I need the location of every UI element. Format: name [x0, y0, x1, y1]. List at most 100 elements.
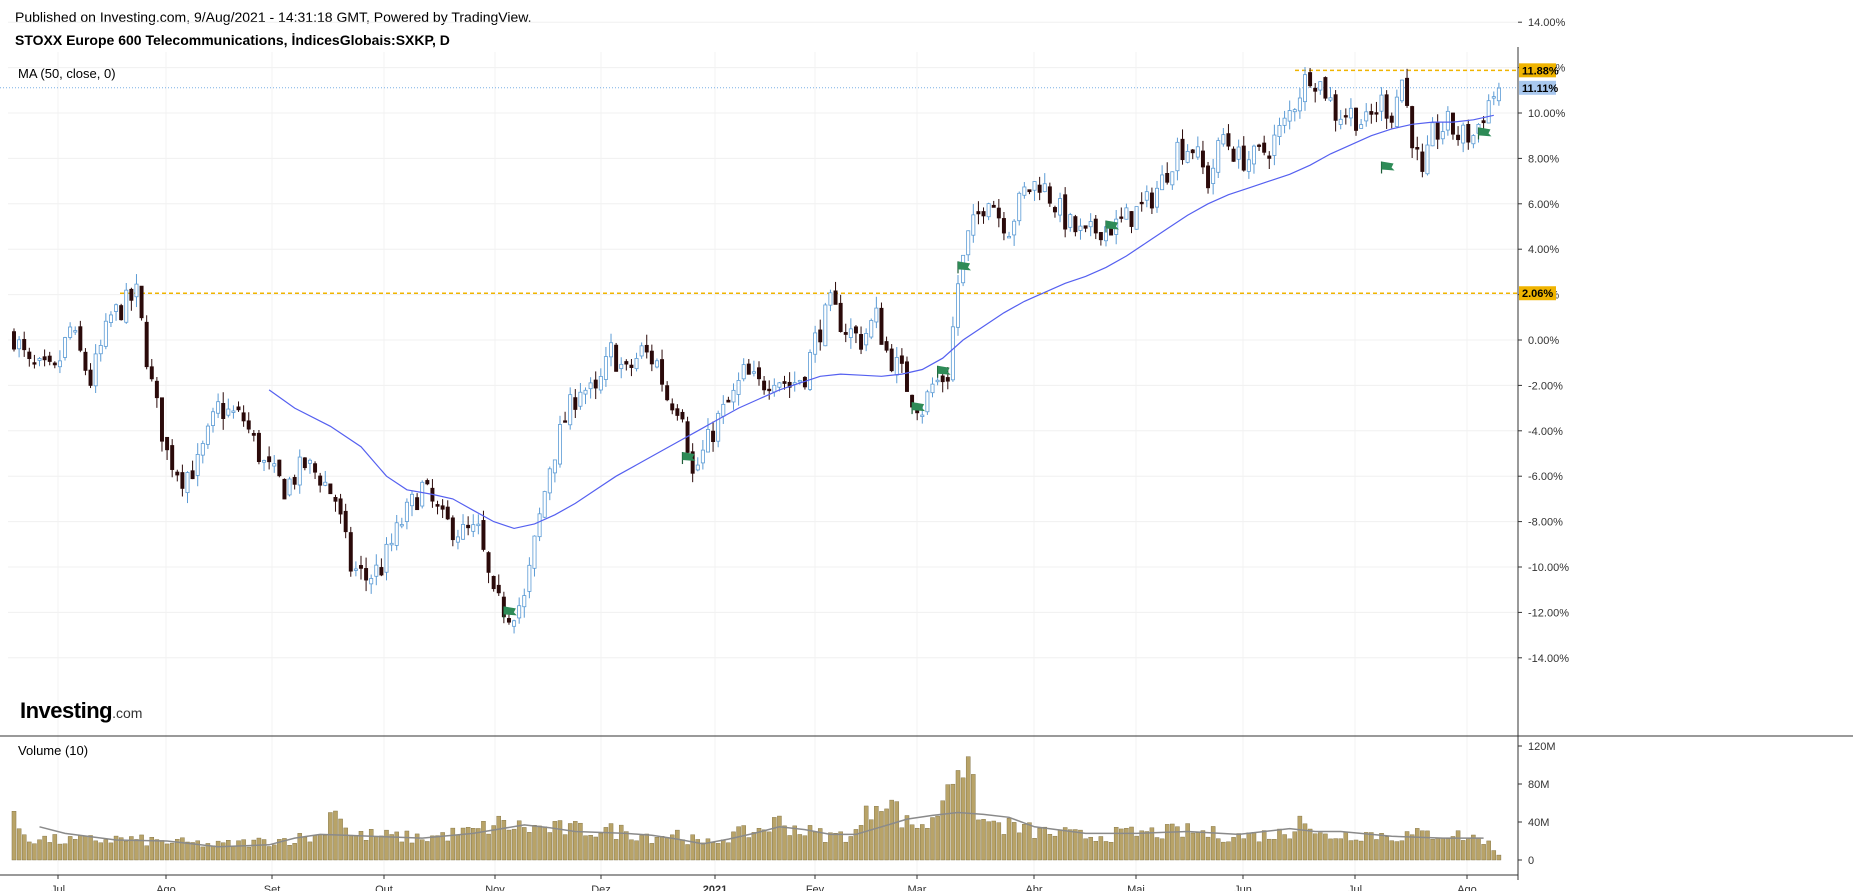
volume-bar [506, 829, 512, 861]
candle [389, 533, 394, 552]
volume-bar [215, 840, 221, 861]
candle [654, 358, 659, 369]
candle-body [394, 522, 399, 546]
last-price-tag-bg [1519, 80, 1556, 95]
volume-bar [384, 829, 389, 861]
candle [563, 411, 568, 423]
candle [27, 347, 32, 367]
volume-bar [486, 833, 491, 861]
volume-bar [552, 821, 558, 861]
candle-body [1262, 142, 1267, 153]
candle-body [1384, 94, 1389, 119]
candle-body [496, 584, 501, 594]
candle-body [966, 230, 971, 256]
candle-body [506, 618, 511, 623]
volume-bar [1073, 829, 1078, 861]
volume-bar [1144, 831, 1150, 861]
volume-bar [93, 840, 98, 861]
candle-body [1098, 232, 1103, 241]
candle [1374, 101, 1379, 123]
candle [879, 302, 884, 345]
volume-bar [812, 831, 818, 861]
candle [609, 333, 614, 367]
candle-body [144, 321, 149, 368]
volume-bars [11, 756, 1502, 861]
volume-bar [419, 839, 425, 861]
candle-body [1022, 186, 1027, 196]
candle-body [338, 498, 343, 515]
candle [410, 490, 414, 517]
candle [190, 460, 195, 480]
volume-bar [833, 833, 838, 861]
volume-study-label[interactable]: Volume (10) [18, 743, 89, 758]
candle [1027, 189, 1032, 195]
candle [420, 480, 425, 509]
candle [726, 396, 731, 403]
candle [481, 510, 486, 552]
ma-study-label[interactable]: MA (50, close, 0) [18, 66, 116, 81]
candle [568, 387, 573, 430]
candle-body [736, 380, 741, 395]
published-header: Published on Investing.com, 9/Aug/2021 -… [15, 9, 532, 25]
volume-bar [358, 831, 364, 861]
volume-bar [78, 835, 83, 861]
candle [404, 498, 409, 530]
volume-bar [1098, 836, 1104, 861]
candle-body [1486, 100, 1491, 124]
volume-bar [256, 837, 262, 861]
price-tags: 11.88% 11.11% 2.06% [1519, 63, 1559, 301]
candle-body [578, 391, 583, 407]
candle-body [843, 332, 848, 335]
volume-bar [27, 841, 32, 861]
flag-shape [503, 606, 517, 616]
candle-body [1124, 207, 1129, 220]
volume-bar [1450, 836, 1456, 861]
volume-bar [511, 828, 517, 861]
volume-bar [108, 842, 114, 861]
candle [1078, 218, 1083, 240]
candle [808, 349, 813, 392]
candle [159, 397, 164, 452]
candle [251, 430, 256, 442]
candle [925, 389, 930, 415]
candle [573, 389, 578, 419]
candle [185, 471, 190, 504]
candle [1052, 205, 1057, 218]
candle-body [1496, 87, 1501, 102]
volume-bar [1435, 838, 1440, 861]
candle-body [170, 445, 175, 470]
volume-bar [608, 823, 614, 861]
candle [1496, 82, 1501, 106]
volume-bar [945, 784, 951, 861]
candle-body [262, 460, 267, 463]
candle [741, 358, 746, 382]
candle [134, 274, 139, 308]
volume-bar [874, 806, 879, 861]
volume-bar [1430, 838, 1435, 861]
x-tick-label: Set [264, 884, 281, 891]
event-flag-icon [957, 261, 972, 274]
volume-bar [624, 831, 629, 861]
candle [894, 347, 899, 384]
candle-body [711, 430, 716, 443]
candle-body [808, 352, 813, 390]
volume-bar [731, 831, 736, 861]
volume-bar [516, 820, 522, 861]
candle-body [568, 394, 573, 426]
candle-body [522, 595, 527, 608]
candle [496, 574, 501, 596]
candle [267, 446, 272, 470]
volume-bar [282, 838, 287, 861]
candle-body [823, 304, 828, 347]
candle [889, 344, 894, 373]
volume-bar [807, 825, 813, 861]
candle-body [1405, 77, 1410, 106]
candle [1017, 191, 1022, 226]
volume-bar [685, 844, 690, 861]
candle-body [639, 345, 644, 357]
volume-bar [236, 840, 241, 861]
volume-bar [537, 825, 542, 861]
flag-shape [682, 452, 696, 462]
candle-body [1221, 134, 1226, 145]
